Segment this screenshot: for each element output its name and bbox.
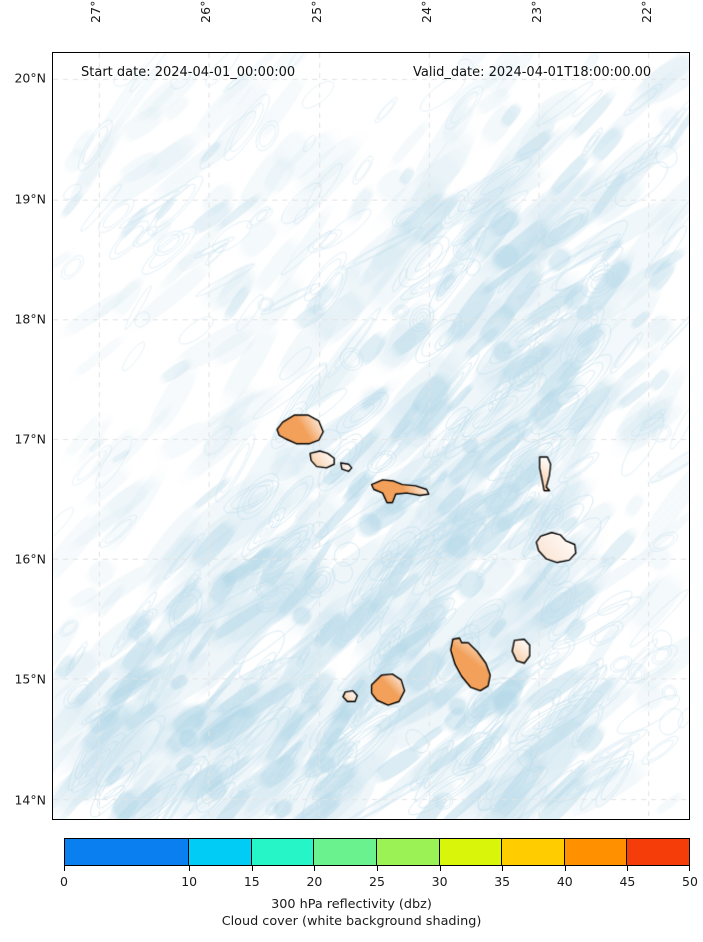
colorbar-tick	[64, 866, 65, 871]
colorbar-tick-label: 40	[556, 874, 573, 889]
latitude-tick-label: 17°N	[14, 431, 46, 447]
colorbar-tick	[564, 866, 566, 871]
latitude-tick-label: 14°N	[14, 792, 46, 808]
colorbar-segment	[564, 839, 628, 865]
colorbar-segment	[189, 839, 252, 865]
colorbar-gradient-strip	[64, 838, 690, 866]
longitude-tick-label: 26°W	[198, 0, 214, 23]
longitude-tick-label: 23°W	[529, 0, 545, 23]
latitude-tick-label: 18°N	[14, 311, 46, 327]
colorbar-tick-label: 50	[682, 874, 698, 889]
colorbar-tick	[627, 866, 629, 871]
colorbar-tick-label: 15	[243, 874, 260, 889]
start-date-annotation: Start date: 2024-04-01_00:00:00	[81, 65, 296, 80]
colorbar-segment	[251, 839, 315, 865]
colorbar-tick	[439, 866, 441, 871]
latitude-tick-label: 19°N	[14, 191, 46, 207]
colorbar-tick	[502, 866, 504, 871]
latitude-tick-label: 15°N	[14, 671, 46, 687]
longitude-tick-label: 22°W	[639, 0, 655, 23]
colorbar-tick-label: 30	[431, 874, 448, 889]
colorbar-tick	[689, 866, 690, 871]
colorbar-segment	[377, 839, 440, 865]
colorbar-tick	[251, 866, 253, 871]
longitude-tick-label: 24°W	[418, 0, 434, 23]
latitude-tick-label: 20°N	[14, 70, 46, 86]
longitude-tick-label: 27°W	[88, 0, 104, 23]
valid-date-annotation: Valid_date: 2024-04-01T18:00:00.00	[413, 65, 652, 80]
colorbar-tick	[377, 866, 378, 871]
colorbar-tick	[189, 866, 191, 871]
colorbar-tick	[314, 866, 316, 871]
longitude-tick-label: 25°W	[308, 0, 324, 23]
colorbar: 0 10 15 20 25 30 35 40 45 50	[60, 838, 698, 889]
colorbar-tick-label: 45	[619, 874, 636, 889]
caption-line-1: 300 hPa reflectivity (dbz)	[271, 897, 432, 912]
colorbar-segment	[627, 839, 689, 865]
figure-caption: 300 hPa reflectivity (dbz) Cloud cover (…	[0, 896, 703, 930]
colorbar-tick-label: 35	[494, 874, 511, 889]
map-plot-area: Start date: 2024-04-01_00:00:00 Valid_da…	[52, 52, 690, 820]
colorbar-tick-label: 20	[306, 874, 323, 889]
colorbar-tick-label: 10	[181, 874, 198, 889]
colorbar-segment	[65, 839, 190, 865]
colorbar-tick-label: 25	[369, 874, 385, 889]
colorbar-segment	[502, 839, 565, 865]
colorbar-segment	[314, 839, 377, 865]
caption-line-2: Cloud cover (white background shading)	[221, 914, 482, 929]
map-render-canvas	[53, 53, 689, 819]
colorbar-tick-label: 0	[60, 874, 68, 889]
colorbar-segment	[439, 839, 503, 865]
latitude-tick-label: 16°N	[14, 551, 46, 567]
